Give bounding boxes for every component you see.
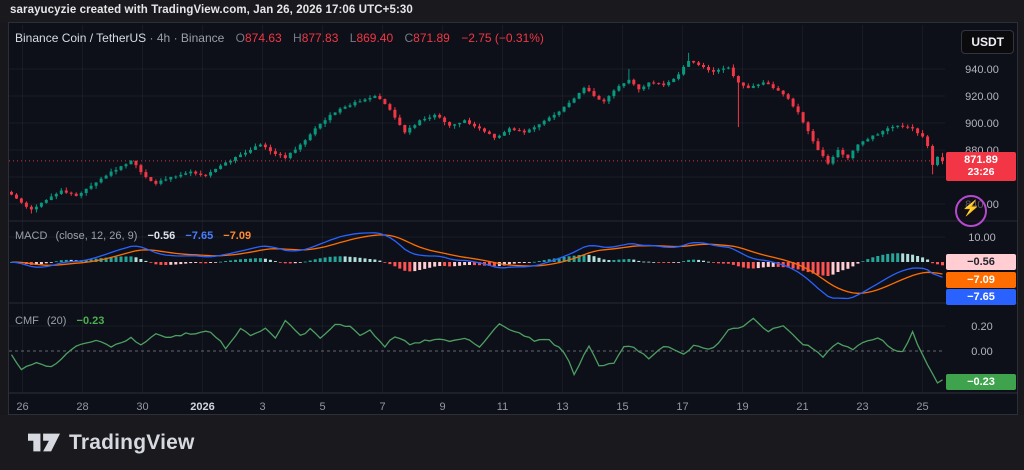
symbol-legend: Binance Coin / TetherUS · 4h · Binance O… (15, 31, 544, 45)
svg-text:28: 28 (76, 401, 88, 413)
close-value: 871.89 (413, 31, 450, 45)
svg-text:23: 23 (856, 401, 868, 413)
footer-bar: TradingView (0, 415, 1024, 470)
macd-hist-value: −0.56 (147, 230, 176, 242)
close-label: C (404, 31, 414, 45)
cmf-line (10, 317, 943, 384)
svg-text:9: 9 (439, 401, 445, 413)
svg-text:15: 15 (616, 401, 628, 413)
high-value: 877.83 (301, 31, 339, 45)
svg-text:5: 5 (319, 401, 325, 413)
open-label: O (235, 31, 245, 45)
low-value: 869.40 (356, 31, 394, 45)
tradingview-brand[interactable]: TradingView (28, 429, 195, 456)
tradingview-wordmark: TradingView (69, 430, 195, 454)
open-value: 874.63 (244, 31, 282, 45)
macd-hist-badge: −0.56 (946, 254, 1016, 270)
cmf-pane[interactable] (9, 317, 945, 384)
svg-text:0.00: 0.00 (971, 346, 992, 358)
separator-dot: · (149, 31, 154, 45)
macd-signal-value: −7.09 (223, 230, 252, 242)
change-value: −2.75 (−0.31%) (461, 31, 544, 45)
svg-text:26: 26 (16, 401, 28, 413)
last-price-value: 871.89 (964, 154, 998, 166)
exchange-label[interactable]: Binance (180, 31, 225, 45)
macd-signal-badge: −7.09 (946, 272, 1016, 288)
svg-text:13: 13 (556, 401, 568, 413)
svg-text:11: 11 (497, 401, 508, 413)
cmf-legend: CMF (20) −0.23 (15, 315, 104, 327)
svg-text:21: 21 (796, 401, 808, 413)
chart-canvas[interactable]: 940.00920.00900.00880.00840.0010.000.200… (9, 23, 1017, 414)
svg-text:7: 7 (379, 401, 385, 413)
svg-text:2026: 2026 (190, 401, 214, 413)
cmf-params: (20) (46, 315, 67, 327)
separator-dot: · (173, 31, 178, 45)
svg-text:17: 17 (676, 401, 688, 413)
svg-text:19: 19 (736, 401, 748, 413)
svg-text:940.00: 940.00 (965, 64, 999, 76)
chart-panel: 940.00920.00900.00880.00840.0010.000.200… (8, 22, 1018, 415)
high-label: H (293, 31, 302, 45)
cmf-badge: −0.23 (946, 374, 1016, 390)
macd-line-badge: −7.65 (946, 289, 1016, 305)
svg-text:10.00: 10.00 (968, 232, 996, 244)
last-price-badge: 871.89 23:26 (946, 152, 1016, 181)
macd-line-value: −7.65 (185, 230, 214, 242)
bar-countdown: 23:26 (967, 166, 995, 178)
chart-svg[interactable]: 940.00920.00900.00880.00840.0010.000.200… (9, 23, 1017, 414)
macd-params: (close, 12, 26, 9) (55, 230, 138, 242)
symbol-title[interactable]: Binance Coin / TetherUS (15, 31, 147, 45)
macd-main-line (11, 232, 943, 300)
watermark-text: sarayucyzie created with TradingView.com… (10, 4, 413, 16)
svg-text:900.00: 900.00 (965, 118, 999, 130)
cmf-value: −0.23 (76, 315, 105, 327)
tradingview-logo-icon (28, 433, 60, 452)
macd-title[interactable]: MACD (15, 230, 48, 242)
macd-signal-line (11, 234, 943, 294)
svg-text:920.00: 920.00 (965, 91, 999, 103)
flash-action-icon[interactable]: ⚡ (955, 195, 987, 227)
price-pane[interactable] (9, 52, 945, 214)
svg-text:30: 30 (136, 401, 148, 413)
cmf-title[interactable]: CMF (15, 315, 39, 327)
time-scale[interactable]: 26 28 30 2026 3 5 7 9 11 13 15 17 19 21 23 25 (16, 401, 928, 413)
top-strip: sarayucyzie created with TradingView.com… (0, 0, 1024, 22)
svg-text:0.20: 0.20 (971, 321, 992, 333)
svg-text:25: 25 (916, 401, 928, 413)
low-label: L (349, 31, 357, 45)
interval-label[interactable]: 4h (156, 31, 171, 45)
currency-toggle-button[interactable]: USDT (961, 30, 1014, 54)
macd-legend: MACD (close, 12, 26, 9) −0.56 −7.65 −7.0… (15, 230, 251, 242)
macd-pane[interactable] (10, 232, 944, 300)
svg-text:3: 3 (259, 401, 265, 413)
